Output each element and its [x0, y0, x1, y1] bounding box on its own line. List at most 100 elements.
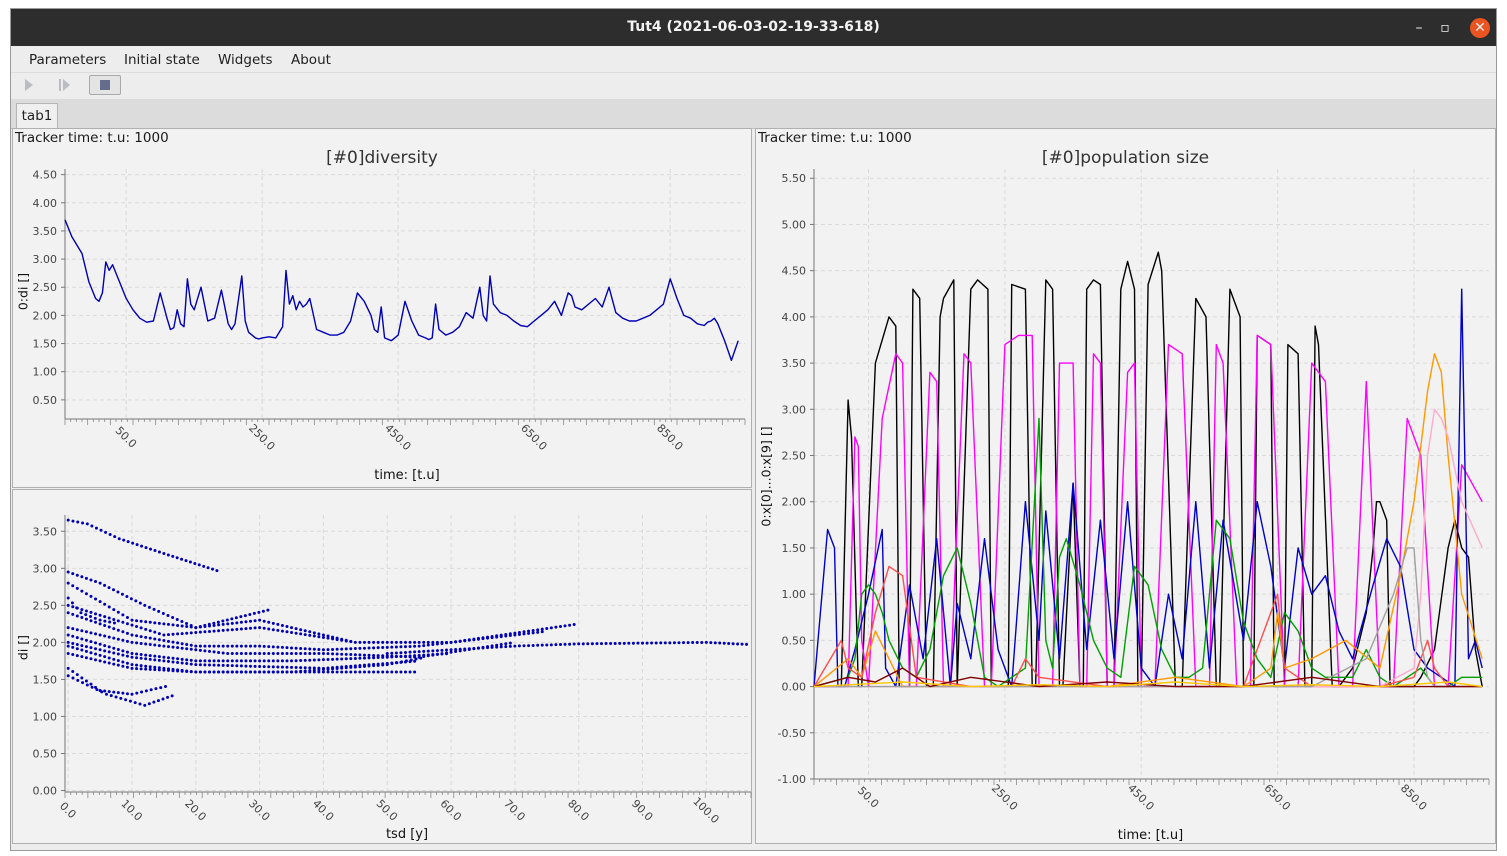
- menu-parameters[interactable]: Parameters: [29, 52, 107, 68]
- scatter-point: [271, 665, 275, 669]
- scatter-point: [463, 639, 467, 643]
- step-button[interactable]: [49, 75, 81, 95]
- y-tick-label: 3.50: [33, 225, 58, 238]
- scatter-point: [135, 634, 139, 638]
- tab-tab1[interactable]: tab1: [16, 103, 58, 128]
- minimize-icon[interactable]: –: [1415, 20, 1423, 36]
- scatter-point: [285, 670, 289, 674]
- scatter-point: [271, 670, 275, 674]
- menu-about[interactable]: About: [291, 52, 331, 68]
- y-tick-label: 1.50: [782, 542, 807, 555]
- scatter-point: [197, 563, 201, 567]
- stop-button[interactable]: [89, 75, 121, 95]
- scatter-point: [157, 638, 161, 642]
- scatter-point: [536, 630, 540, 634]
- scatter-point: [353, 670, 357, 674]
- scatter-point: [80, 629, 84, 633]
- scatter-point: [253, 644, 257, 648]
- scatter-point: [84, 592, 88, 596]
- scatter-point: [253, 664, 257, 668]
- scatter-point: [176, 632, 180, 636]
- scatter-point: [130, 692, 134, 696]
- scatter-point: [381, 655, 385, 659]
- scatter-point: [194, 648, 198, 652]
- scatter-point: [230, 664, 234, 668]
- menu-bar: Parameters Initial state Widgets About: [11, 46, 1496, 72]
- scatter-point: [207, 629, 211, 633]
- scatter-point: [176, 657, 180, 661]
- scatter-point: [153, 665, 157, 669]
- close-icon[interactable]: ✕: [1470, 18, 1490, 38]
- scatter-point: [131, 541, 135, 545]
- scatter-point: [340, 657, 344, 661]
- scatter-point: [317, 670, 321, 674]
- diversity-panel: Tracker time: t.u: 1000 [#0]diversity 0:…: [12, 128, 752, 488]
- scatter-point: [180, 632, 184, 636]
- y-tick-label: 4.00: [33, 197, 58, 210]
- scatter-point: [326, 652, 330, 656]
- scatter-point: [463, 647, 467, 651]
- scatter-point: [267, 670, 271, 674]
- scatter-point: [166, 695, 170, 699]
- scatter-point: [344, 666, 348, 670]
- scatter-point: [353, 665, 357, 669]
- scatter-point: [152, 700, 156, 704]
- scatter-point: [335, 647, 339, 651]
- scatter-point: [353, 647, 357, 651]
- scatter-point: [193, 561, 197, 565]
- scatter-point: [176, 660, 180, 664]
- population-chart[interactable]: -1.00 -0.50 0.00 0.50 1.00 1.50 2.00 2.50 3.00 3.…: [756, 129, 1497, 845]
- scatter-point: [731, 642, 735, 646]
- scatter-point: [121, 660, 125, 664]
- scatter-point: [117, 537, 121, 541]
- play-button[interactable]: [13, 75, 45, 95]
- scatter-point: [112, 617, 116, 621]
- scatter-point: [157, 666, 161, 670]
- scatter-point: [239, 644, 243, 648]
- scatter-point: [308, 670, 312, 674]
- scatter-point: [244, 670, 248, 674]
- scatter-point: [317, 658, 321, 662]
- scatter-point: [367, 646, 371, 650]
- scatter-point: [135, 667, 139, 671]
- scatter-point: [527, 629, 531, 633]
- maximize-icon[interactable]: ▫: [1440, 20, 1450, 36]
- scatter-point: [239, 615, 243, 619]
- scatter-point: [358, 640, 362, 644]
- scatter-point: [230, 652, 234, 655]
- scatter-point: [212, 650, 216, 654]
- scatter-point: [321, 635, 325, 639]
- scatter-point: [285, 665, 289, 669]
- scatter-point: [458, 647, 462, 651]
- scatter-point: [90, 685, 94, 689]
- scatter-point: [362, 664, 366, 668]
- scatter-point: [267, 620, 271, 624]
- scatter-point: [144, 667, 148, 671]
- title-bar[interactable]: Tut4 (2021-06-03-02-19-33-618) – ▫ ✕: [11, 9, 1496, 46]
- scatter-point: [258, 664, 262, 668]
- menu-widgets[interactable]: Widgets: [218, 52, 273, 68]
- scatter-point: [80, 644, 84, 648]
- scatter-point: [221, 663, 225, 667]
- scatter-point: [308, 666, 312, 670]
- scatter-point: [107, 625, 111, 629]
- scatter-point: [107, 635, 111, 639]
- scatter-point: [326, 667, 330, 671]
- diversity-chart[interactable]: 0.50 1.00 1.50 2.00 2.50 3.00 3.50 4.00 4.50 50.0…: [13, 129, 753, 489]
- scatter-point: [280, 629, 284, 633]
- scatter-point: [75, 614, 79, 618]
- scatter-point: [276, 628, 280, 632]
- scatter-point: [426, 649, 430, 653]
- scatter-point: [358, 646, 362, 650]
- menu-initial-state[interactable]: Initial state: [124, 52, 200, 68]
- scatter-point: [299, 632, 303, 636]
- scatter-point: [70, 601, 74, 605]
- scatter-point: [376, 646, 380, 650]
- scatter-point: [449, 640, 453, 644]
- scatter-point: [153, 668, 157, 672]
- scatter-point: [147, 702, 151, 706]
- tsd-scatter-chart[interactable]: 0.00 0.50 1.00 1.50 2.00 2.50 3.00 3.50 0.0 10.0 2…: [13, 490, 753, 845]
- scatter-point: [335, 670, 339, 674]
- scatter-point: [399, 670, 403, 674]
- scatter-point: [243, 614, 247, 618]
